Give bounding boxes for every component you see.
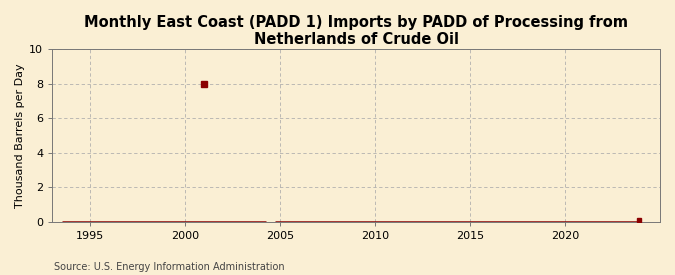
- Text: Source: U.S. Energy Information Administration: Source: U.S. Energy Information Administ…: [54, 262, 285, 272]
- Y-axis label: Thousand Barrels per Day: Thousand Barrels per Day: [15, 63, 25, 208]
- Title: Monthly East Coast (PADD 1) Imports by PADD of Processing from Netherlands of Cr: Monthly East Coast (PADD 1) Imports by P…: [84, 15, 628, 47]
